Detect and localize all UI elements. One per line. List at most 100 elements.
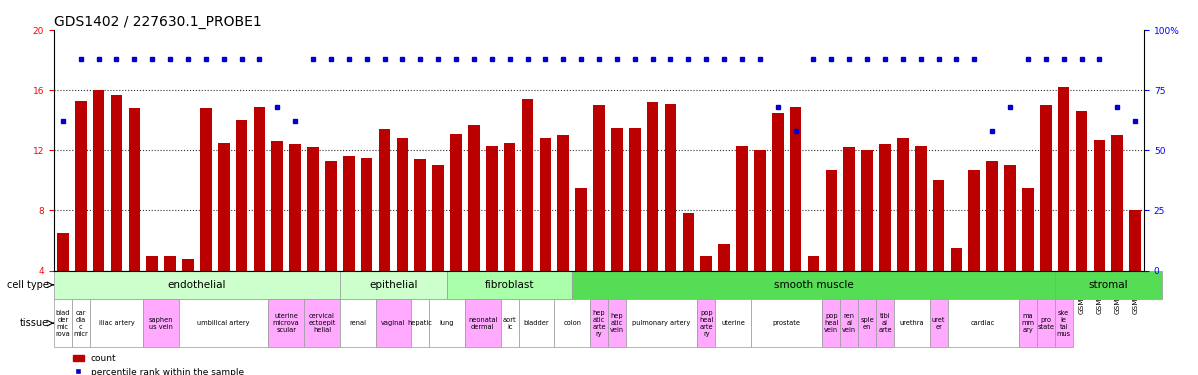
Bar [290,144,301,271]
Bar [182,259,194,271]
Bar [504,143,515,271]
Text: ma
mm
ary: ma mm ary [1022,313,1034,333]
Bar [340,299,376,347]
Bar [1054,299,1072,347]
Bar [897,138,908,271]
Bar [254,107,265,271]
Text: cervical
ectoepit
helial: cervical ectoepit helial [308,313,335,333]
Bar [876,299,894,347]
Text: hepatic: hepatic [407,320,432,326]
Bar [948,299,1019,347]
Bar [968,170,980,271]
Bar [218,143,230,271]
Bar [736,146,748,271]
Bar [128,108,140,271]
Bar [951,248,962,271]
Text: pulmonary artery: pulmonary artery [633,320,691,326]
Text: prostate: prostate [773,320,800,326]
Text: neonatal
dermal: neonatal dermal [468,316,497,330]
Text: stromal: stromal [1089,280,1129,290]
Bar [754,150,766,271]
Bar [843,147,855,271]
Bar [789,107,801,271]
Text: colon: colon [563,320,581,326]
Bar [607,299,625,347]
Bar [179,299,268,347]
Bar [429,299,465,347]
Bar [930,299,948,347]
Bar [683,213,694,271]
Bar [625,299,697,347]
Bar [986,161,998,271]
Text: blad
der
mic
rova: blad der mic rova [55,310,71,337]
Bar [146,256,158,271]
Bar [361,158,373,271]
Bar [307,147,319,271]
Bar [1022,188,1034,271]
Text: ske
le
tal
mus: ske le tal mus [1057,310,1071,337]
Text: hep
atic
vein: hep atic vein [610,313,624,333]
Bar [715,299,751,347]
Bar [304,299,340,347]
Text: saphen
us vein: saphen us vein [149,316,174,330]
Bar [397,138,409,271]
Text: vaginal: vaginal [381,320,406,326]
Bar [915,146,926,271]
Legend: count, percentile rank within the sample: count, percentile rank within the sample [69,351,248,375]
Bar [772,113,783,271]
Text: ren
al
vein: ren al vein [842,313,857,333]
Bar [822,299,840,347]
Bar [200,108,212,271]
Text: uterine
microva
scular: uterine microva scular [273,313,300,333]
Bar [933,180,944,271]
Bar [697,299,715,347]
Text: pop
heal
arte
ry: pop heal arte ry [700,310,714,337]
Bar [575,188,587,271]
Bar [539,138,551,271]
Text: smooth muscle: smooth muscle [774,280,853,290]
Bar [54,271,340,299]
Bar [340,271,447,299]
Bar [1054,271,1162,299]
Bar [1076,111,1088,271]
Text: pro
state: pro state [1037,316,1054,330]
Text: uterine: uterine [721,320,745,326]
Bar [468,125,479,271]
Bar [519,299,555,347]
Bar [1019,299,1036,347]
Bar [573,271,1054,299]
Bar [521,99,533,271]
Bar [1130,210,1140,271]
Text: urethra: urethra [900,320,924,326]
Text: endothelial: endothelial [168,280,226,290]
Bar [110,94,122,271]
Bar [611,128,623,271]
Bar [75,100,86,271]
Bar [629,128,641,271]
Text: cell type: cell type [7,280,49,290]
Text: bladder: bladder [524,320,549,326]
Bar [447,271,573,299]
Bar [555,299,591,347]
Text: car
dia
c
micr: car dia c micr [73,310,89,337]
Bar [90,299,144,347]
Text: umbilical artery: umbilical artery [198,320,250,326]
Bar [647,102,659,271]
Bar [1094,140,1106,271]
Bar [432,165,444,271]
Bar [164,256,176,271]
Bar [268,299,304,347]
Bar [411,299,429,347]
Bar [92,90,104,271]
Bar [144,299,179,347]
Text: tissue: tissue [19,318,49,328]
Bar [807,256,819,271]
Bar [272,141,283,271]
Bar [825,170,837,271]
Text: uret
er: uret er [932,316,945,330]
Bar [376,299,411,347]
Bar [557,135,569,271]
Text: GDS1402 / 227630.1_PROBE1: GDS1402 / 227630.1_PROBE1 [54,15,261,29]
Bar [415,159,426,271]
Bar [840,299,858,347]
